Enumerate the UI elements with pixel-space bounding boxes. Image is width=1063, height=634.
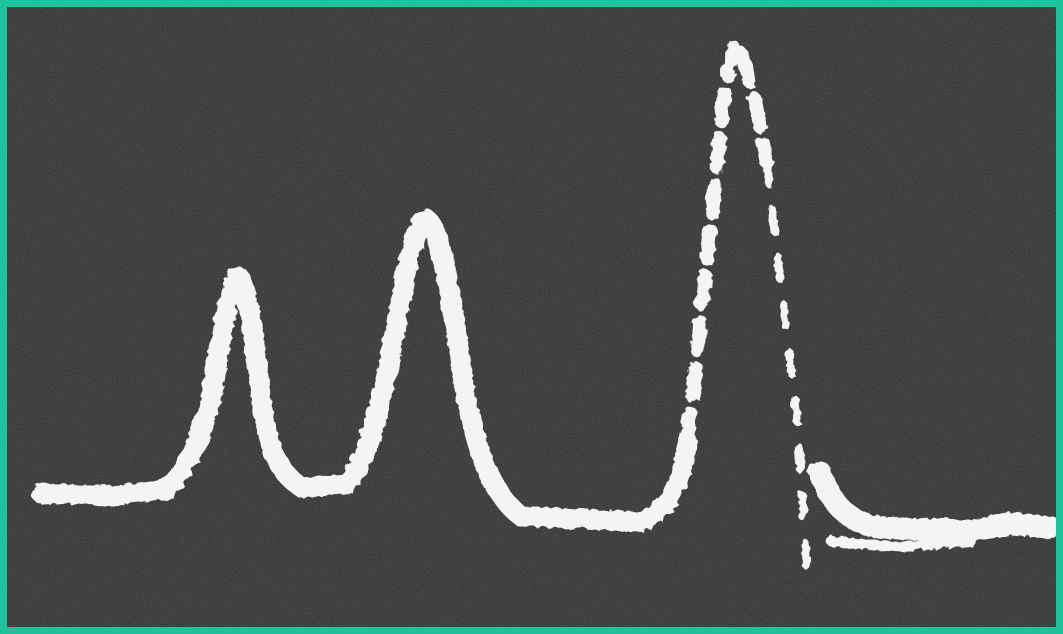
- page: [0, 0, 1063, 634]
- oscilloscope-photo: [7, 7, 1056, 627]
- trace-tail-lower: [830, 540, 970, 545]
- image-frame: [0, 0, 1063, 634]
